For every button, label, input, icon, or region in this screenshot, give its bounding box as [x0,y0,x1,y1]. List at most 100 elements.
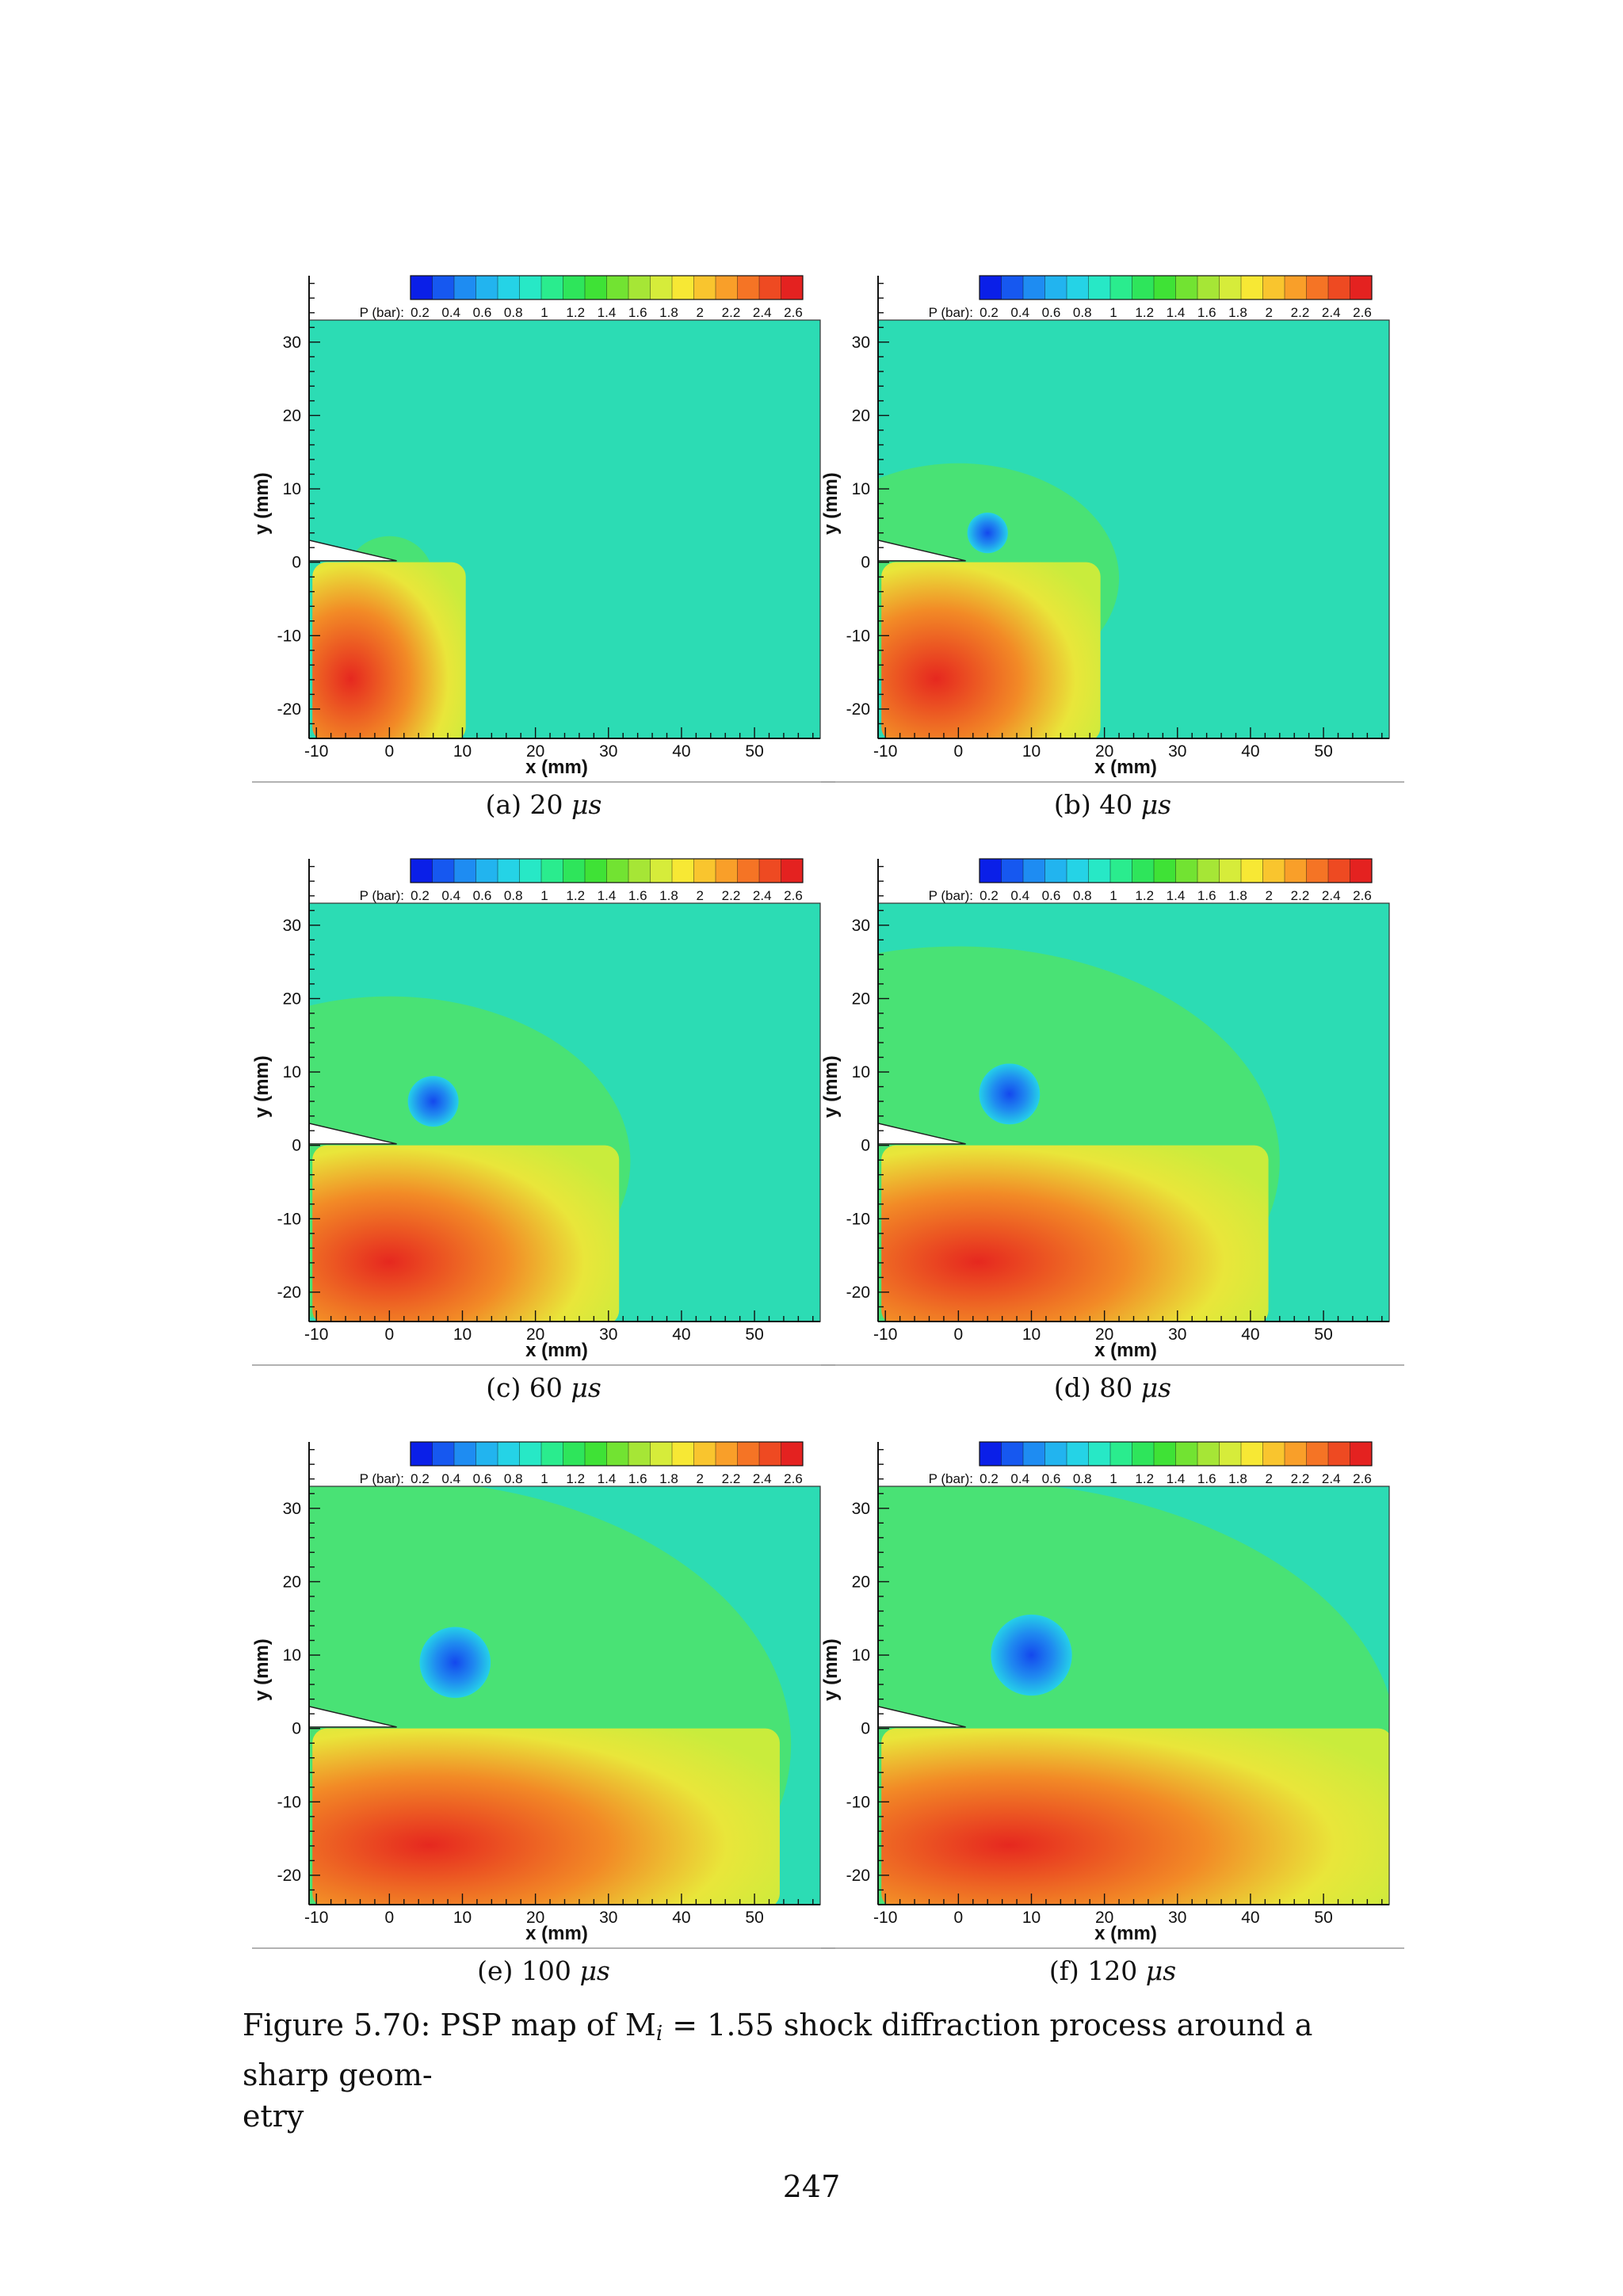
x-tick-label: 0 [385,1325,395,1344]
colorbar-segment [759,859,781,883]
colorbar-label: P (bar): [360,888,404,903]
x-tick-label: 50 [745,742,763,761]
colorbar-tick-label: 2.6 [784,305,803,320]
subcaption-f: (f) 120 μs [821,1955,1404,1986]
colorbar-segment [716,276,738,299]
subcaption-time: 20 [529,789,563,820]
colorbar-segment [1350,1442,1373,1466]
y-tick-label: -10 [277,1793,301,1811]
y-tick-label: 20 [283,406,301,425]
colorbar-segment [1328,1442,1350,1466]
x-tick-label: 10 [453,1909,472,1927]
colorbar-tick-label: 2 [697,305,704,320]
psp-plot-e: 30 20 10 0 -10 -20 -10 0 10 20 30 40 50 x (mm) y (mm) P… [251,1441,835,1949]
y-tick-label: -10 [846,1793,870,1811]
y-tick-label: -20 [277,1283,301,1302]
x-tick-label: 20 [526,1909,544,1927]
colorbar-tick-label: 0.6 [473,305,492,320]
subcaption-time: 80 [1099,1372,1133,1403]
high-pressure-region [881,562,1101,738]
colorbar-segment [606,859,629,883]
colorbar-tick-label: 1.8 [659,888,678,903]
colorbar-segment [737,859,760,883]
colorbar-label: P (bar): [929,305,973,320]
colorbar-segment [693,276,716,299]
x-tick-label: 50 [1314,1909,1332,1927]
high-pressure-region [312,562,466,738]
subcaption-label: (d) [1053,1372,1091,1403]
subcaption-unit: μs [1145,1955,1177,1986]
colorbar-segment [1197,276,1220,299]
colorbar-segment [432,859,455,883]
colorbar-segment [980,1442,1002,1466]
colorbar-segment [628,859,651,883]
subcaption-label: (c) [486,1372,521,1403]
x-tick-label: 30 [599,742,617,761]
y-axis-label: y (mm) [251,1055,273,1118]
x-tick-label: 40 [672,742,690,761]
colorbar-tick-label: 1 [1109,888,1117,903]
high-pressure-region [881,1145,1269,1322]
x-tick-label: 20 [526,1325,544,1344]
colorbar-tick-label: 2.2 [722,305,741,320]
colorbar-segment [411,859,433,883]
colorbar-segment [650,276,673,299]
colorbar-tick-label: 1.2 [566,1471,585,1486]
y-tick-label: 20 [852,1573,870,1591]
x-tick-label: 40 [1241,742,1259,761]
colorbar-tick-label: 0.4 [1010,1471,1029,1486]
colorbar-tick-label: 2.6 [784,1471,803,1486]
colorbar-segment [585,1442,607,1466]
colorbar-label: P (bar): [929,888,973,903]
colorbar-tick-label: 2 [697,1471,704,1486]
colorbar-segment [1197,859,1220,883]
colorbar-segment [781,276,804,299]
colorbar-segment [1306,276,1329,299]
y-tick-label: -20 [846,1867,870,1885]
y-axis-label: y (mm) [251,472,273,535]
x-tick-label: 10 [453,742,472,761]
colorbar-segment [1350,859,1373,883]
colorbar-segment [1285,1442,1307,1466]
subcaption-d: (d) 80 μs [821,1372,1404,1403]
colorbar-segment [454,1442,476,1466]
colorbar-tick-label: 1.4 [1167,305,1186,320]
colorbar-segment [1241,859,1263,883]
y-axis-label: y (mm) [820,1638,842,1701]
colorbar-tick-label: 2.2 [1291,1471,1310,1486]
y-tick-label: -20 [846,700,870,719]
y-tick-label: -20 [846,1283,870,1302]
colorbar-tick-label: 2.6 [1353,888,1372,903]
colorbar-tick-label: 1.8 [1228,1471,1247,1486]
colorbar-tick-label: 1 [1109,305,1117,320]
x-tick-label: -10 [304,742,328,761]
colorbar-tick-label: 1.4 [598,888,617,903]
colorbar-segment [1306,859,1329,883]
colorbar-segment [1001,276,1024,299]
colorbar-tick-label: 1.6 [1197,1471,1216,1486]
colorbar-tick-label: 1.2 [1135,888,1154,903]
y-tick-label: -10 [277,627,301,645]
colorbar-segment [628,276,651,299]
figure-caption: Figure 5.70: PSP map of Mi = 1.55 shock … [242,2004,1407,2137]
pressure-field [309,996,631,1322]
colorbar-segment [1088,859,1111,883]
x-tick-label: 0 [954,1325,964,1344]
colorbar-tick-label: 0.4 [1010,888,1029,903]
y-tick-label: -10 [846,1210,870,1228]
subcaption-c: (c) 60 μs [252,1372,835,1403]
colorbar-tick-label: 0.4 [441,888,460,903]
colorbar-segment [1328,276,1350,299]
x-axis-label: x (mm) [1094,757,1157,778]
colorbar-segment [672,1442,694,1466]
colorbar-tick-label: 2.2 [1291,305,1310,320]
colorbar-tick-label: 0.8 [504,1471,523,1486]
x-tick-label: 50 [1314,742,1332,761]
subcaption-a: (a) 20 μs [252,789,835,820]
x-axis-label: x (mm) [1094,1340,1157,1361]
colorbar-segment [519,1442,542,1466]
x-tick-label: 0 [954,742,964,761]
colorbar-tick-label: 1.6 [628,888,647,903]
high-pressure-region [312,1728,780,1905]
colorbar-segment [1175,1442,1198,1466]
